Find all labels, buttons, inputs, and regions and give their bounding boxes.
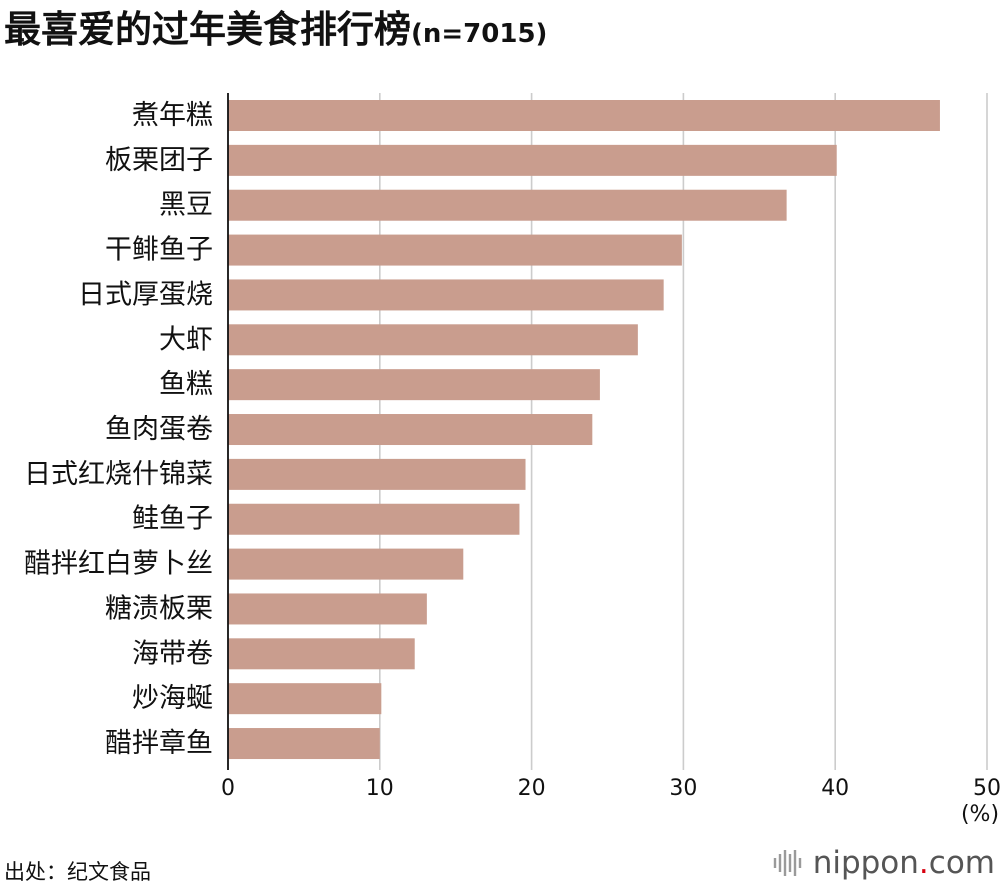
bar-10 — [228, 548, 464, 580]
category-label-8: 日式红烧什锦菜 — [24, 459, 213, 490]
nippon-logo: nippon.com — [773, 845, 995, 881]
source-note: 出处：纪文食品 — [4, 860, 151, 884]
x-axis-ticks: 0 10 20 30 40 50 — [221, 776, 1000, 801]
bar-1 — [228, 144, 837, 176]
soundwave-icon — [773, 850, 802, 876]
category-label-6: 鱼糕 — [159, 369, 213, 400]
bar-2 — [228, 189, 787, 221]
bar-13 — [228, 683, 382, 715]
bar-5 — [228, 324, 638, 356]
x-tick-label-30: 30 — [669, 776, 697, 801]
x-tick-label-50: 50 — [973, 776, 1000, 801]
category-label-0: 煮年糕 — [132, 100, 213, 131]
bar-6 — [228, 369, 600, 401]
category-label-7: 鱼肉蛋卷 — [105, 414, 213, 445]
category-label-9: 鲑鱼子 — [132, 504, 213, 535]
bar-12 — [228, 638, 415, 670]
x-tick-label-10: 10 — [366, 776, 394, 801]
category-label-1: 板栗团子 — [105, 145, 213, 176]
bar-0 — [228, 100, 940, 131]
bar-8 — [228, 458, 526, 490]
category-label-10: 醋拌红白萝卜丝 — [24, 549, 213, 580]
x-tick-label-20: 20 — [518, 776, 546, 801]
category-label-5: 大虾 — [159, 324, 213, 355]
category-label-2: 黑豆 — [159, 190, 213, 221]
bar-7 — [228, 414, 593, 446]
bar-9 — [228, 503, 520, 535]
bar-3 — [228, 234, 682, 266]
category-labels: 煮年糕板栗团子黑豆干鲱鱼子日式厚蛋烧大虾鱼糕鱼肉蛋卷日式红烧什锦菜鲑鱼子醋拌红白… — [24, 100, 213, 759]
category-label-13: 炒海蜒 — [132, 683, 213, 714]
x-axis-unit-label: (%) — [961, 802, 999, 827]
bars — [228, 100, 940, 760]
x-tick-label-40: 40 — [821, 776, 849, 801]
bar-14 — [228, 728, 380, 760]
bar-11 — [228, 593, 427, 625]
bar-4 — [228, 279, 664, 311]
logo-text: nippon.com — [813, 845, 995, 881]
chart-title-main: 最喜爱的过年美食排行榜 — [4, 8, 411, 51]
logo-suffix: com — [929, 845, 995, 881]
chart-title: 最喜爱的过年美食排行榜(n=7015) — [4, 8, 547, 51]
category-label-4: 日式厚蛋烧 — [78, 279, 213, 310]
category-label-14: 醋拌章鱼 — [105, 728, 213, 759]
logo-word: nippon — [813, 845, 919, 881]
logo-dot: . — [919, 845, 929, 881]
x-tick-label-0: 0 — [221, 776, 235, 801]
category-label-12: 海带卷 — [132, 638, 213, 669]
category-label-3: 干鲱鱼子 — [105, 235, 213, 266]
category-label-11: 糖渍板栗 — [105, 593, 213, 624]
sample-size-note: (n=7015) — [411, 19, 547, 49]
